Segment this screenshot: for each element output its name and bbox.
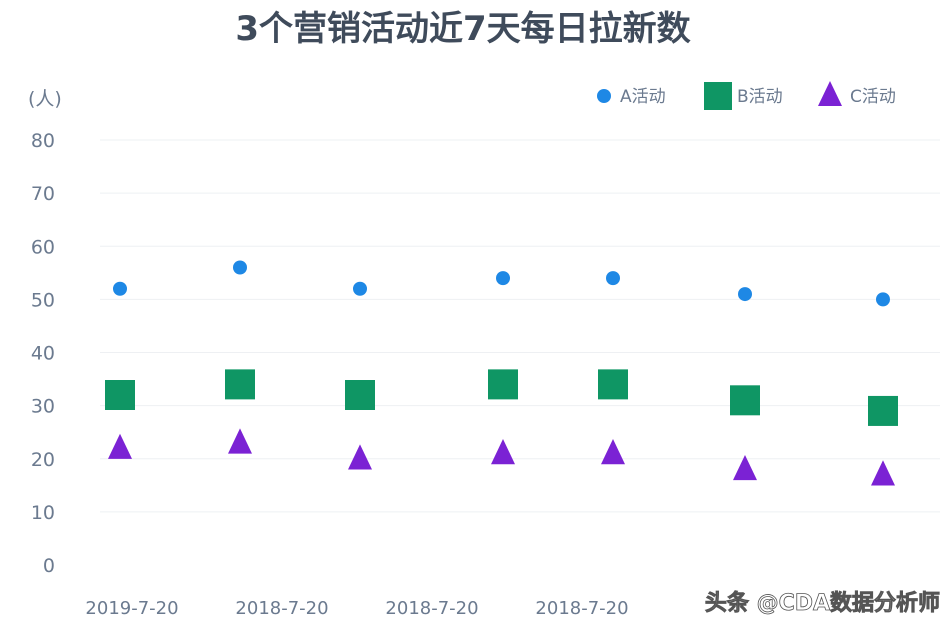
point-C活动-7	[871, 460, 895, 486]
y-tick-label-0: 0	[43, 555, 55, 577]
point-C活动-4	[491, 439, 515, 465]
point-A活动-3	[353, 281, 367, 296]
point-A活动-2	[233, 260, 247, 275]
y-tick-label-80: 80	[31, 130, 55, 152]
y-tick-label-10: 10	[31, 502, 55, 524]
x-tick-label-4: 2018-7-20	[535, 598, 628, 619]
point-B活动-3	[345, 380, 375, 410]
y-tick-label-20: 20	[31, 449, 55, 471]
point-A活动-7	[876, 292, 890, 307]
data-marks	[105, 260, 898, 486]
x-tick-label-2: 2018-7-20	[235, 598, 328, 619]
legend-marker-C活动	[818, 81, 842, 106]
point-A活动-1	[113, 281, 127, 296]
point-C活动-2	[228, 428, 252, 454]
x-tick-label-3: 2018-7-20	[385, 598, 478, 619]
point-B活动-1	[105, 380, 135, 410]
point-A活动-5	[606, 271, 620, 286]
y-tick-label-70: 70	[31, 183, 55, 205]
y-axis-ticks: 0 10 20 30 40 50 60 70 80	[31, 130, 55, 577]
point-C活动-1	[108, 433, 132, 459]
x-axis-ticks: 2019-7-20 2018-7-20 2018-7-20 2018-7-20	[85, 598, 628, 619]
legend-marker-A活动	[597, 89, 611, 103]
y-tick-label-30: 30	[31, 396, 55, 418]
legend-marker-B活动	[704, 82, 732, 110]
point-B活动-7	[868, 395, 898, 426]
legend-label-B活动: B活动	[737, 87, 783, 107]
y-axis-unit-label: (人)	[28, 88, 62, 110]
point-B活动-6	[730, 385, 760, 416]
watermark: 头条 @CDA数据分析师	[705, 590, 940, 616]
point-C活动-5	[601, 439, 625, 465]
x-tick-label-1: 2019-7-20	[85, 598, 178, 619]
point-C活动-6	[733, 454, 757, 481]
point-B活动-5	[598, 369, 628, 400]
y-tick-label-60: 60	[31, 236, 55, 258]
legend-label-C活动: C活动	[850, 87, 896, 107]
point-A活动-4	[496, 271, 510, 286]
chart-title: 3个营销活动近7天每日拉新数	[235, 9, 690, 49]
y-tick-label-50: 50	[31, 289, 55, 311]
point-B活动-2	[225, 369, 255, 400]
point-A活动-6	[738, 287, 752, 302]
legend-label-A活动: A活动	[620, 87, 666, 107]
grid-lines	[100, 139, 940, 513]
point-C活动-3	[348, 444, 372, 470]
y-tick-label-40: 40	[31, 343, 55, 365]
point-B活动-4	[488, 369, 518, 400]
legend: A活动 B活动 C活动	[597, 81, 896, 110]
